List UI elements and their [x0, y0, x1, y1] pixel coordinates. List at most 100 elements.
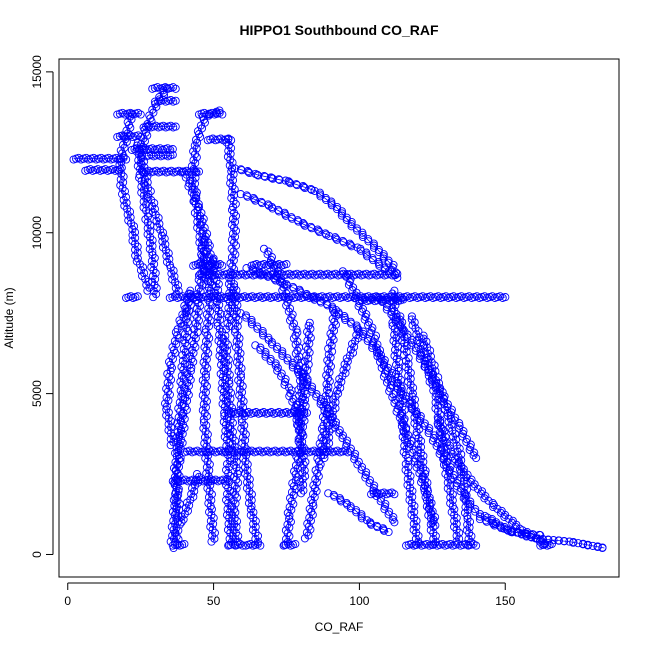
data-point — [254, 269, 263, 278]
data-point — [238, 439, 247, 448]
data-point — [447, 508, 456, 517]
data-point — [369, 243, 378, 252]
data-point — [231, 343, 241, 352]
data-point — [179, 515, 188, 524]
data-point — [452, 525, 461, 534]
data-point — [255, 446, 264, 455]
data-point — [224, 146, 233, 156]
data-point — [225, 161, 234, 170]
data-point — [460, 489, 470, 498]
data-point — [199, 247, 208, 256]
data-point — [97, 153, 106, 162]
data-point — [282, 260, 291, 269]
data-point — [274, 408, 284, 417]
data-point — [205, 508, 214, 517]
data-point — [259, 408, 268, 417]
data-point — [569, 538, 578, 547]
data-point — [339, 269, 348, 278]
data-point — [420, 421, 429, 430]
data-point — [213, 312, 223, 321]
data-point — [325, 421, 334, 430]
data-point — [159, 166, 168, 175]
data-point — [240, 292, 249, 301]
data-point — [437, 424, 446, 433]
data-point — [296, 376, 305, 385]
data-point — [266, 173, 276, 182]
data-point — [436, 389, 445, 398]
data-point — [147, 257, 156, 266]
data-point — [353, 226, 362, 235]
data-point — [249, 514, 258, 523]
data-point — [215, 108, 224, 117]
data-point — [273, 366, 282, 375]
data-point — [310, 186, 319, 195]
data-point — [368, 295, 377, 304]
plot-area — [69, 83, 607, 553]
data-point — [195, 214, 204, 223]
data-point — [414, 327, 423, 336]
data-point — [261, 269, 271, 278]
data-point — [148, 144, 157, 153]
data-point — [326, 410, 335, 419]
data-point — [191, 481, 200, 490]
data-point — [369, 241, 379, 250]
data-point — [166, 435, 175, 444]
data-point — [387, 310, 396, 319]
data-point — [148, 242, 157, 251]
data-point — [416, 352, 425, 361]
data-point — [417, 437, 426, 446]
data-point — [579, 539, 588, 548]
data-point — [258, 199, 267, 208]
data-point — [471, 507, 480, 516]
data-point — [212, 276, 221, 286]
data-point — [261, 348, 270, 357]
data-point — [227, 188, 236, 197]
data-point — [139, 191, 148, 200]
data-point — [390, 518, 399, 527]
data-point — [337, 211, 346, 220]
data-point — [277, 372, 286, 381]
data-point — [357, 465, 366, 474]
data-point — [271, 361, 280, 370]
data-point — [407, 402, 416, 411]
data-point — [352, 506, 361, 515]
data-point — [169, 83, 178, 92]
data-point — [350, 452, 359, 461]
data-point — [488, 518, 497, 527]
data-point — [408, 486, 417, 496]
data-point — [243, 167, 252, 176]
data-point — [407, 510, 416, 520]
data-point — [236, 539, 245, 549]
data-point — [467, 475, 476, 484]
data-point — [452, 531, 461, 540]
data-point — [308, 382, 317, 391]
data-point — [428, 436, 437, 445]
data-point — [231, 528, 240, 538]
data-point — [445, 441, 454, 450]
data-point — [282, 408, 291, 417]
data-point — [353, 460, 362, 469]
data-point — [216, 134, 225, 143]
data-point — [135, 260, 144, 269]
data-point — [331, 269, 340, 278]
data-point — [399, 350, 409, 360]
data-point — [142, 206, 151, 215]
data-point — [437, 434, 447, 443]
x-axis-label: CO_RAF — [315, 620, 364, 634]
data-point — [229, 170, 238, 179]
data-point — [151, 121, 160, 130]
data-point — [211, 282, 220, 292]
data-point — [317, 446, 326, 455]
data-point — [273, 344, 282, 354]
data-point — [220, 432, 229, 441]
data-point — [293, 400, 302, 409]
data-point — [368, 256, 378, 265]
data-point — [139, 185, 148, 194]
data-point — [207, 496, 216, 505]
data-point — [232, 463, 241, 472]
data-point — [565, 537, 574, 546]
data-point — [397, 384, 406, 393]
chart-title: HIPPO1 Southbound CO_RAF — [239, 22, 439, 38]
data-point — [408, 389, 417, 398]
